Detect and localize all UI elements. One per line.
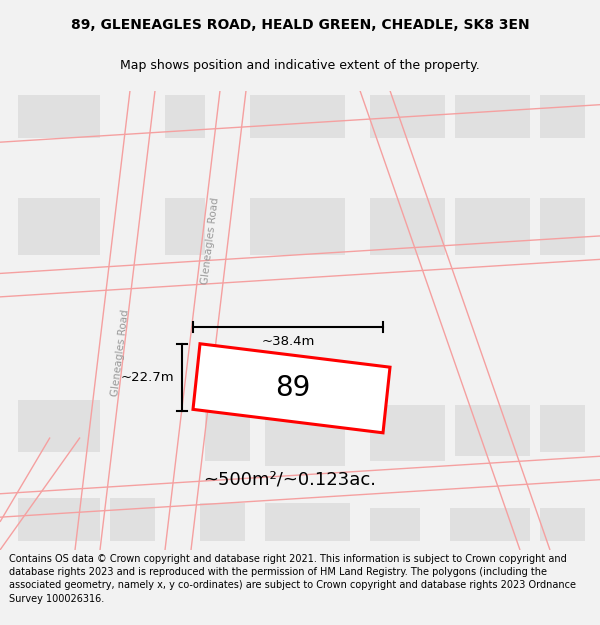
Polygon shape [250,199,345,255]
Polygon shape [200,503,245,541]
Polygon shape [18,199,100,255]
Polygon shape [265,405,345,466]
Polygon shape [18,499,100,541]
Polygon shape [450,508,530,541]
Text: Map shows position and indicative extent of the property.: Map shows position and indicative extent… [120,59,480,72]
Text: Contains OS data © Crown copyright and database right 2021. This information is : Contains OS data © Crown copyright and d… [9,554,576,604]
Polygon shape [165,199,205,255]
Polygon shape [205,405,250,461]
Text: ~22.7m: ~22.7m [121,371,174,384]
Polygon shape [265,503,350,541]
Polygon shape [455,199,530,255]
Polygon shape [250,95,345,138]
Text: ~500m²/~0.123ac.: ~500m²/~0.123ac. [203,471,377,489]
Text: Gleneagles Road: Gleneagles Road [110,309,130,398]
Text: Gleneagles Road: Gleneagles Road [200,196,220,285]
Polygon shape [18,400,100,452]
Polygon shape [540,508,585,541]
Polygon shape [540,95,585,138]
Polygon shape [193,344,390,433]
Polygon shape [540,405,585,452]
Polygon shape [455,95,530,138]
Polygon shape [110,499,155,541]
Polygon shape [18,95,100,138]
Polygon shape [370,95,445,138]
Polygon shape [455,405,530,456]
Polygon shape [370,405,445,461]
Polygon shape [370,508,420,541]
Text: 89, GLENEAGLES ROAD, HEALD GREEN, CHEADLE, SK8 3EN: 89, GLENEAGLES ROAD, HEALD GREEN, CHEADL… [71,18,529,32]
Polygon shape [165,95,205,138]
Polygon shape [540,199,585,255]
Text: ~38.4m: ~38.4m [262,336,314,348]
Polygon shape [370,199,445,255]
Text: 89: 89 [275,374,311,402]
